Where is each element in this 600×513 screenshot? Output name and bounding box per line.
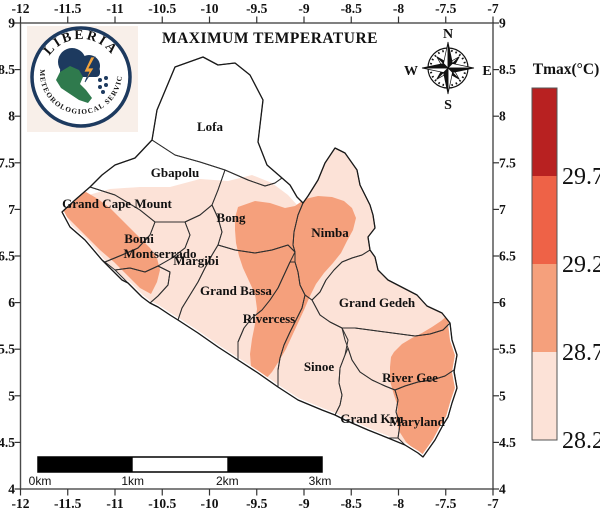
axis-tick-label: -9 [298, 496, 309, 511]
compass-north-label: N [443, 27, 453, 42]
county-label-gbapolu: Gbapolu [151, 165, 199, 180]
liberia-met-service-logo: LIBERIA METEOROLOGIOCAL SERVICE [24, 20, 138, 132]
axis-tick-label: 8 [8, 109, 15, 124]
county-label-rivercess: Rivercess [243, 311, 295, 326]
county-label-bong: Bong [217, 210, 246, 225]
axis-tick-label: 6 [499, 295, 506, 310]
axis-tick-label: 4.5 [499, 435, 516, 450]
axis-tick-label: 6.5 [0, 249, 15, 264]
colorbar-tick-28-7: 28.7 [562, 340, 600, 366]
axis-tick-label: 5.5 [499, 342, 516, 357]
axis-tick-label: -7 [487, 496, 498, 511]
axis-tick-label: -8.5 [341, 1, 363, 16]
axis-tick-label: 8 [499, 109, 506, 124]
logo-liberia-land-shape [56, 66, 92, 103]
county-label-montserrado: Montserrado [124, 246, 197, 261]
axis-tick-label: 9 [8, 16, 15, 31]
axis-tick-label: 8.5 [499, 62, 516, 77]
axis-tick-label: -8 [393, 496, 404, 511]
county-label-river-gee: River Gee [382, 370, 438, 385]
compass-east-label: E [482, 64, 491, 79]
scale-label-2km: 2km [216, 474, 239, 488]
axis-tick-label: 7.5 [0, 155, 15, 170]
colorbar-tick-29-2: 29.2 [562, 252, 600, 278]
county-label-grand-kru: Grand Kru [340, 411, 403, 426]
county-label-grand-bassa: Grand Bassa [200, 283, 272, 298]
scale-label-0km: 0km [29, 474, 52, 488]
compass-rose-icon: N E S W [404, 27, 492, 113]
colorbar: Tmax(°C) 29.7 29.2 28.7 28.2 [531, 61, 600, 454]
axis-tick-label: -10 [201, 496, 219, 511]
axis-tick-label: -10.5 [148, 496, 176, 511]
colorbar-segment-1 [532, 88, 557, 176]
axis-tick-label: -7.5 [435, 1, 457, 16]
axis-tick-label: -10.5 [148, 1, 176, 16]
logo-raindrops-icon [98, 76, 108, 94]
logo-lightning-icon [83, 56, 96, 83]
colorbar-title: Tmax(°C) [533, 61, 599, 78]
scale-label-3km: 3km [309, 474, 332, 488]
axis-tick-label: -11 [106, 1, 124, 16]
compass-south-label: S [444, 98, 452, 113]
axis-tick-label: -12 [12, 496, 30, 511]
axis-tick-label: -9.5 [246, 496, 268, 511]
colorbar-tick-28-2: 28.2 [562, 428, 600, 454]
temp-zone-salmon-nw [62, 192, 160, 294]
axis-tick-label: -12 [12, 1, 30, 16]
axis-tick-label: -9 [298, 1, 309, 16]
scale-label-1km: 1km [121, 474, 144, 488]
axis-tick-label: -10 [201, 1, 219, 16]
axis-tick-label: -7 [487, 1, 498, 16]
axis-tick-label: 7 [499, 202, 506, 217]
county-label-bomi: Bomi [124, 231, 154, 246]
colorbar-segment-3 [532, 264, 557, 352]
axis-tick-label: -8 [393, 1, 404, 16]
axis-tick-label: 6 [8, 295, 15, 310]
colorbar-tick-29-7: 29.7 [562, 164, 600, 190]
axis-tick-label: 5 [8, 388, 15, 403]
colorbar-frame [531, 87, 558, 441]
axis-tick-label: -11 [106, 496, 124, 511]
axis-tick-label: -11.5 [54, 496, 82, 511]
county-label-grand-gedeh: Grand Gedeh [339, 295, 416, 310]
axis-tick-label: 4 [8, 482, 15, 497]
axis-tick-label: -8.5 [341, 496, 363, 511]
colorbar-segment-4 [532, 352, 557, 440]
county-label-margibi: Margibi [173, 253, 219, 268]
axis-tick-label: 5.5 [0, 342, 15, 357]
axis-tick-label: 4 [499, 482, 506, 497]
axis-tick-label: 5 [499, 388, 506, 403]
figure-title: MAXIMUM TEMPERATURE [162, 30, 378, 47]
country-outline [61, 56, 458, 458]
county-label-nimba: Nimba [311, 225, 349, 240]
axis-tick-label: -11.5 [54, 1, 82, 16]
compass-major-points [421, 41, 475, 95]
axes: -12 -12 -11.5 -11.5 -11 -11 -10.5 -10.5 -10 -10 -9… [0, 1, 516, 511]
axis-tick-label: -7.5 [435, 496, 457, 511]
axis-tick-label: 9 [499, 16, 506, 31]
axis-tick-label: 7.5 [499, 155, 516, 170]
compass-west-label: W [404, 64, 418, 79]
colorbar-segment-2 [532, 176, 557, 264]
temp-zone-salmon-central [235, 196, 356, 380]
axis-tick-label: 6.5 [499, 249, 516, 264]
axis-tick-label: 8.5 [0, 62, 15, 77]
axis-tick-label: 7 [8, 202, 15, 217]
axis-tick-label: -9.5 [246, 1, 268, 16]
temp-zone-salmon-se [390, 315, 456, 456]
scale-bar: 0km 1km 2km 3km [29, 456, 332, 488]
county-label-lofa: Lofa [197, 119, 224, 134]
axis-tick-label: 4.5 [0, 435, 15, 450]
county-label-sinoe: Sinoe [304, 359, 335, 374]
county-labels: Lofa Gbapolu Grand Cape Mount Bong Bomi … [62, 119, 445, 429]
county-label-grand-cape-mount: Grand Cape Mount [62, 196, 172, 211]
county-label-maryland: Maryland [389, 414, 445, 429]
county-grand-kru-shape [334, 347, 401, 439]
